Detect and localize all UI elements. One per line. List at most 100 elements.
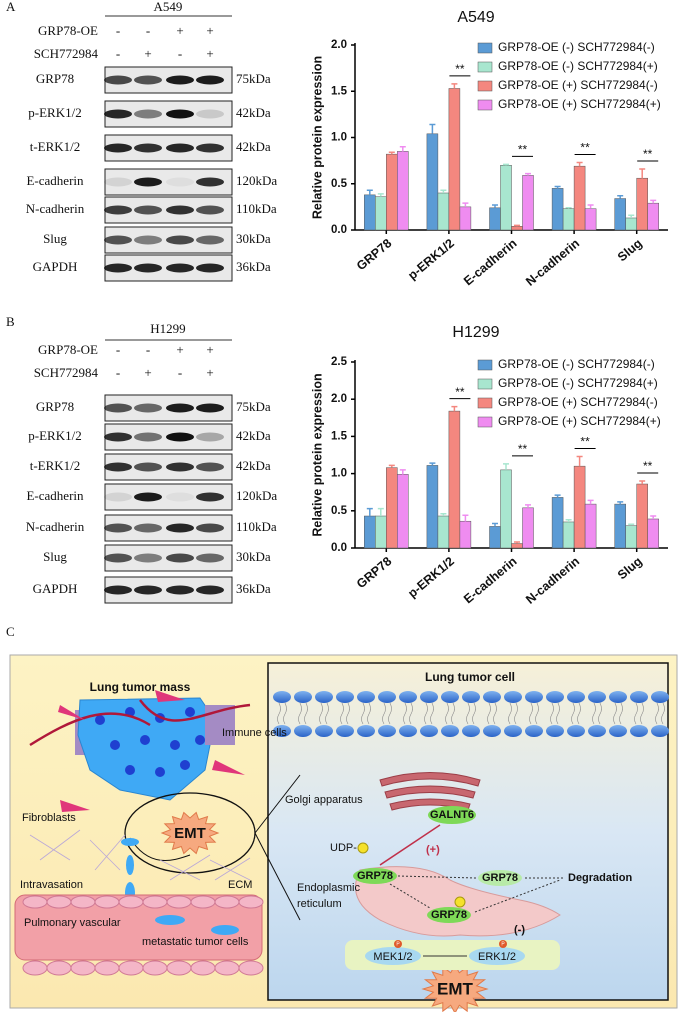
error-bar bbox=[492, 522, 498, 527]
lipid bbox=[630, 725, 648, 737]
error-bar bbox=[554, 494, 561, 498]
error-bar bbox=[514, 541, 520, 544]
bar bbox=[562, 521, 575, 549]
lipid bbox=[546, 725, 564, 737]
blot-title: A549 bbox=[154, 0, 183, 14]
label: Lung tumor mass bbox=[90, 680, 191, 694]
blot-band bbox=[196, 263, 224, 273]
emt-burst bbox=[160, 811, 220, 855]
error-bar bbox=[639, 480, 646, 485]
mek bbox=[365, 947, 421, 965]
error-bar bbox=[377, 507, 384, 517]
lipid-tail bbox=[592, 702, 602, 725]
significance-label: ** bbox=[455, 62, 465, 76]
blot-band bbox=[104, 263, 132, 273]
error-bar bbox=[525, 172, 531, 176]
bar bbox=[500, 165, 512, 231]
lipid bbox=[609, 691, 627, 703]
error-bar bbox=[617, 195, 624, 199]
blot-band bbox=[166, 75, 194, 85]
size-label: 42kDa bbox=[236, 105, 271, 120]
diagram: P P Lung tumor mass Immune cells Fibrobl… bbox=[9, 654, 678, 1012]
endothelial-cell bbox=[238, 960, 264, 976]
legend-swatch bbox=[477, 397, 493, 409]
bar bbox=[375, 515, 387, 549]
label: Immune cells bbox=[222, 727, 287, 739]
blot-band bbox=[166, 205, 194, 215]
treatment-sign: - bbox=[178, 365, 182, 380]
blot-band bbox=[166, 523, 194, 533]
lipid bbox=[546, 691, 564, 703]
erk bbox=[469, 947, 525, 965]
protein-label: N-cadherin bbox=[26, 519, 85, 534]
endothelial-cell bbox=[94, 895, 120, 909]
lipid bbox=[357, 691, 375, 703]
error-bar bbox=[639, 168, 646, 179]
significance-label: ** bbox=[455, 385, 465, 399]
lipid-tail bbox=[655, 702, 665, 725]
lipid-tail bbox=[403, 702, 413, 725]
bar bbox=[397, 474, 409, 549]
bar bbox=[500, 469, 512, 549]
arrow bbox=[129, 837, 191, 862]
lipid bbox=[504, 691, 522, 703]
x-tick-label: p-ERK1/2 bbox=[405, 236, 457, 282]
size-label: 120kDa bbox=[236, 173, 277, 188]
bar bbox=[511, 226, 523, 231]
error-bar bbox=[514, 224, 520, 227]
label: Golgi apparatus bbox=[285, 794, 363, 806]
treatment-sign: + bbox=[144, 365, 151, 380]
lipid bbox=[609, 725, 627, 737]
y-tick-label: 0.5 bbox=[331, 178, 348, 190]
lipid bbox=[378, 691, 396, 703]
bar bbox=[386, 467, 398, 549]
blot-band bbox=[166, 553, 194, 563]
bar bbox=[489, 207, 501, 231]
y-tick-label: 2.0 bbox=[331, 39, 347, 51]
blot-band bbox=[104, 75, 132, 85]
bar bbox=[551, 497, 564, 549]
error-bar bbox=[628, 214, 635, 218]
lipid bbox=[336, 725, 354, 737]
lipid bbox=[273, 691, 291, 703]
error-bar bbox=[503, 163, 509, 166]
lipid bbox=[483, 725, 501, 737]
treatment-label: SCH772984 bbox=[34, 365, 99, 380]
label: Fibroblasts bbox=[22, 812, 76, 824]
udp bbox=[454, 896, 466, 908]
error-bar bbox=[554, 185, 561, 189]
label: UDP- bbox=[330, 842, 357, 854]
galnt6 bbox=[428, 806, 476, 824]
label: ECM bbox=[228, 879, 252, 891]
blot-band bbox=[134, 432, 162, 442]
treatment-sign: + bbox=[176, 23, 183, 38]
bar bbox=[364, 515, 376, 549]
error-bar bbox=[576, 161, 583, 167]
blot-band bbox=[196, 523, 224, 533]
bar bbox=[584, 503, 597, 549]
endothelial-cell bbox=[166, 960, 192, 976]
treatment-label: SCH772984 bbox=[34, 46, 99, 61]
label: GALNT6 bbox=[430, 809, 474, 821]
blot-band bbox=[104, 492, 132, 502]
error-bar bbox=[388, 464, 395, 468]
endothelial-cell bbox=[190, 895, 216, 909]
y-tick-label: 1.0 bbox=[331, 468, 347, 480]
size-label: 30kDa bbox=[236, 231, 271, 246]
blot-band bbox=[104, 143, 132, 153]
legend-swatch bbox=[477, 42, 493, 54]
bar bbox=[386, 153, 398, 231]
x-tick-label: E-cadherin bbox=[461, 554, 519, 606]
protein-label: Slug bbox=[43, 231, 67, 246]
blot-band bbox=[166, 432, 194, 442]
x-tick-label: N-cadherin bbox=[523, 236, 582, 289]
blot-band bbox=[196, 432, 224, 442]
label: (-) bbox=[514, 924, 525, 936]
blot-band bbox=[196, 492, 224, 502]
size-label: 42kDa bbox=[236, 458, 271, 473]
legend-label: GRP78-OE (+) SCH772984(+) bbox=[498, 414, 661, 428]
lipid bbox=[651, 691, 669, 703]
bar bbox=[364, 194, 376, 231]
lipid bbox=[462, 691, 480, 703]
